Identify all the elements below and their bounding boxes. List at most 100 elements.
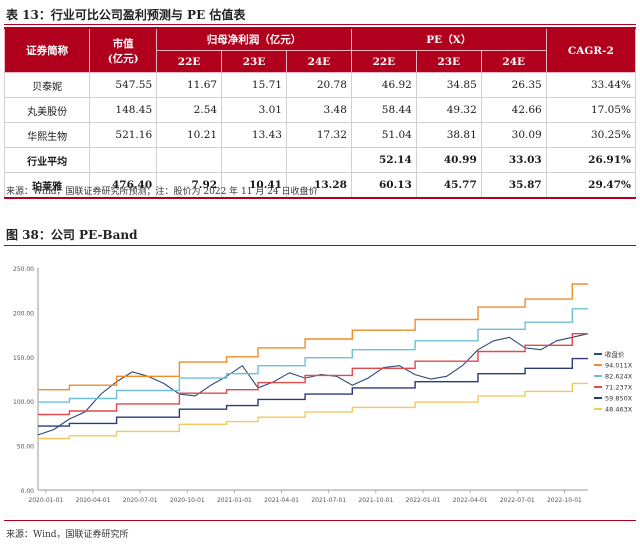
cell-pe23: 38.81 xyxy=(415,122,482,148)
cell-pe24: 30.09 xyxy=(480,122,547,148)
legend-label: 48.463X xyxy=(605,406,633,414)
cell-pe23: 45.77 xyxy=(415,172,482,199)
pe-band-chart: 0.00 50.00 100.00 150.00 200.00 250.00 2020-01… xyxy=(4,254,636,516)
cell-pe24: 26.35 xyxy=(480,72,547,98)
caption-rule xyxy=(4,24,636,25)
x-tick-label: 2022-04-01 xyxy=(453,497,488,504)
cell-name: 丸美股份 xyxy=(3,97,91,123)
cell-p24: 20.78 xyxy=(285,72,352,98)
cell-cagr: 26.91% xyxy=(545,147,637,173)
pe-band-svg: 0.00 50.00 100.00 150.00 200.00 250.00 2020-01… xyxy=(13,266,633,504)
cell-pe22: 58.44 xyxy=(350,97,417,123)
cell-p24: 3.48 xyxy=(285,97,352,123)
cell-pe23: 49.32 xyxy=(415,97,482,123)
chart-caption-rule xyxy=(4,245,636,246)
cell-cagr: 29.47% xyxy=(545,172,637,199)
x-tick-label: 2021-07-01 xyxy=(311,497,346,504)
x-tick-label: 2021-01-01 xyxy=(217,497,252,504)
x-tick-label: 2020-10-01 xyxy=(170,497,205,504)
cell-pe22: 60.13 xyxy=(350,172,417,199)
table-row: 华熙生物 521.16 10.21 13.43 17.32 51.04 38.8… xyxy=(3,122,637,148)
y-tick-label: 100.00 xyxy=(13,399,34,406)
cell-p24 xyxy=(285,147,352,173)
legend-label: 71.237X xyxy=(605,384,633,392)
header-profit-23e: 23E xyxy=(221,50,287,73)
cell-name: 珀莱雅 xyxy=(3,172,91,199)
x-tick-label: 2020-01-01 xyxy=(28,497,63,504)
header-cagr: CAGR-2 xyxy=(545,27,637,73)
table-row-company: 珀莱雅 476.40 7.92 10.41 13.28 60.13 45.77 … xyxy=(3,172,637,199)
cell-name: 行业平均 xyxy=(3,147,91,173)
cell-p23: 10.41 xyxy=(221,172,287,199)
series-line-3 xyxy=(38,332,588,416)
cell-pe22: 52.14 xyxy=(350,147,417,173)
cell-cagr: 33.44% xyxy=(545,72,637,98)
cell-p22: 10.21 xyxy=(156,122,223,148)
cell-p23: 15.71 xyxy=(221,72,287,98)
x-tick-label: 2022-01-01 xyxy=(406,497,441,504)
chart-source: 来源：Wind，国联证券研究所 xyxy=(6,530,129,540)
header-pe-24e: 24E xyxy=(480,50,547,73)
series-line-4 xyxy=(38,357,588,427)
x-tick-label: 2022-10-01 xyxy=(547,497,582,504)
legend-label: 94.011X xyxy=(605,362,633,370)
chart-caption: 图 38：公司 PE-Band xyxy=(6,228,138,242)
header-name: 证券简称 xyxy=(3,27,91,73)
legend-label: 82.624X xyxy=(605,373,633,381)
cell-pe22: 46.92 xyxy=(350,72,417,98)
cell-mcap: 148.45 xyxy=(89,97,158,123)
cell-pe23: 34.85 xyxy=(415,72,482,98)
cell-cagr: 30.25% xyxy=(545,122,637,148)
cell-p23: 3.01 xyxy=(221,97,287,123)
cell-mcap: 521.16 xyxy=(89,122,158,148)
table-caption: 表 13：行业可比公司盈利预测与 PE 估值表 xyxy=(6,8,246,22)
y-tick-label: 250.00 xyxy=(13,266,34,273)
legend-label: 收盘价 xyxy=(605,350,625,359)
header-mcap: 市值 (亿元) xyxy=(89,27,158,73)
cell-mcap: 476.40 xyxy=(89,172,158,199)
cell-name: 贝泰妮 xyxy=(3,72,91,98)
x-tick-label: 2020-04-01 xyxy=(76,497,111,504)
table-source: 来源：Wind，国联证券研究所预测；注：股价为 2022 年 11 月 24 日… xyxy=(6,187,318,197)
cell-mcap: 547.55 xyxy=(89,72,158,98)
y-tick-label: 200.00 xyxy=(13,310,34,317)
cell-p24: 17.32 xyxy=(285,122,352,148)
chart-bottom-rule xyxy=(4,520,636,521)
cell-pe23: 40.99 xyxy=(415,147,482,173)
y-tick-label: 150.00 xyxy=(13,355,34,362)
table-row: 丸美股份 148.45 2.54 3.01 3.48 58.44 49.32 4… xyxy=(3,97,637,123)
header-profit-group: 归母净利润（亿元） xyxy=(156,27,352,51)
header-pe-group: PE（X） xyxy=(350,27,547,51)
cell-p22 xyxy=(156,147,223,173)
cell-name: 华熙生物 xyxy=(3,122,91,148)
header-pe-23e: 23E xyxy=(415,50,482,73)
header-profit-24e: 24E xyxy=(285,50,352,73)
x-tick-label: 2022-07-01 xyxy=(500,497,535,504)
header-profit-22e: 22E xyxy=(156,50,223,73)
x-tick-label: 2021-10-01 xyxy=(358,497,393,504)
y-tick-label: 50.00 xyxy=(17,444,34,451)
cell-pe24: 42.66 xyxy=(480,97,547,123)
cell-p22: 2.54 xyxy=(156,97,223,123)
y-tick-label: 0.00 xyxy=(21,488,35,495)
header-mcap-label: 市值 (亿元) xyxy=(107,37,139,65)
series-line-1 xyxy=(38,283,588,391)
legend-label: 59.850X xyxy=(605,395,633,403)
cell-p22: 11.67 xyxy=(156,72,223,98)
cell-pe22: 51.04 xyxy=(350,122,417,148)
series-line-0 xyxy=(37,333,589,436)
table-row: 贝泰妮 547.55 11.67 15.71 20.78 46.92 34.85… xyxy=(3,72,637,98)
series-line-5 xyxy=(38,382,588,440)
cell-cagr: 17.05% xyxy=(545,97,637,123)
cell-mcap xyxy=(89,147,158,173)
table-row-average: 行业平均 52.14 40.99 33.03 26.91% xyxy=(3,147,637,173)
valuation-table: 证券简称 市值 (亿元) 归母净利润（亿元） PE（X） CAGR-2 22E … xyxy=(3,27,637,199)
x-tick-label: 2021-04-01 xyxy=(264,497,299,504)
cell-p23: 13.43 xyxy=(221,122,287,148)
cell-pe24: 33.03 xyxy=(480,147,547,173)
cell-pe24: 35.87 xyxy=(480,172,547,199)
cell-p24: 13.28 xyxy=(285,172,352,199)
cell-p23 xyxy=(221,147,287,173)
series-line-2 xyxy=(38,308,588,403)
header-pe-22e: 22E xyxy=(350,50,417,73)
